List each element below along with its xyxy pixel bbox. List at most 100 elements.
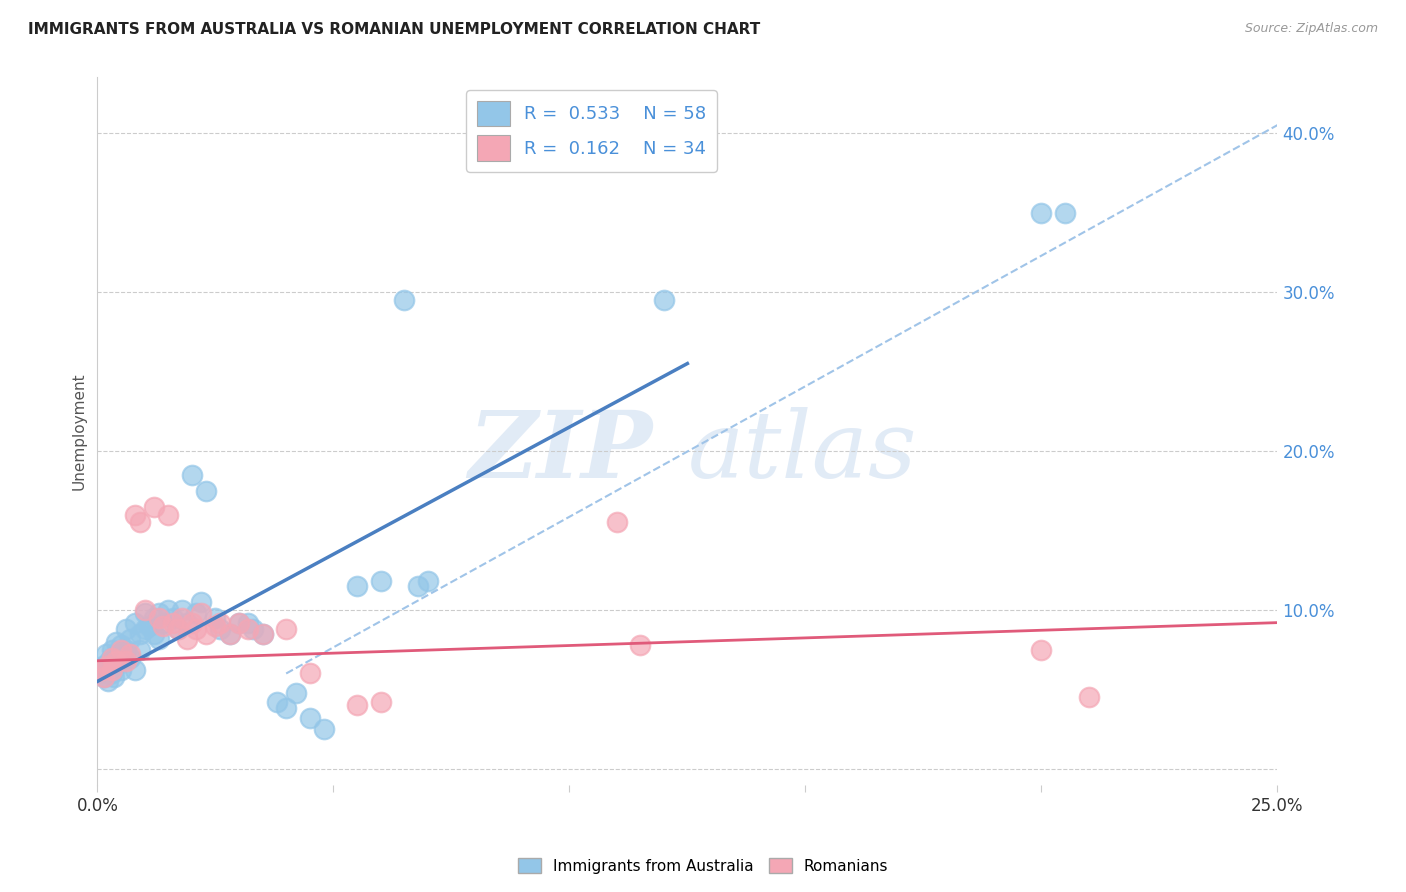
- Point: [180, 615, 202, 630]
- Point: [152, 619, 174, 633]
- Point: [194, 483, 217, 498]
- Point: [172, 611, 194, 625]
- Point: [628, 638, 651, 652]
- Point: [180, 467, 202, 482]
- Point: [120, 632, 142, 646]
- Point: [204, 619, 226, 633]
- Point: [110, 663, 132, 677]
- Point: [228, 615, 250, 630]
- Legend: R =  0.533    N = 58, R =  0.162    N = 34: R = 0.533 N = 58, R = 0.162 N = 34: [467, 90, 717, 172]
- Point: [134, 606, 156, 620]
- Point: [194, 626, 217, 640]
- Point: [408, 579, 430, 593]
- Point: [218, 626, 240, 640]
- Point: [90, 666, 112, 681]
- Point: [162, 615, 184, 630]
- Point: [98, 654, 121, 668]
- Point: [128, 626, 150, 640]
- Point: [298, 666, 321, 681]
- Point: [97, 674, 120, 689]
- Point: [128, 516, 150, 530]
- Point: [143, 500, 166, 514]
- Point: [186, 606, 208, 620]
- Point: [134, 603, 156, 617]
- Point: [93, 670, 115, 684]
- Point: [152, 615, 174, 630]
- Point: [252, 626, 274, 640]
- Point: [101, 650, 124, 665]
- Point: [100, 666, 122, 681]
- Point: [209, 615, 232, 630]
- Point: [114, 654, 136, 668]
- Point: [238, 615, 260, 630]
- Point: [370, 695, 392, 709]
- Point: [143, 611, 166, 625]
- Point: [218, 626, 240, 640]
- Legend: Immigrants from Australia, Romanians: Immigrants from Australia, Romanians: [512, 852, 894, 880]
- Point: [190, 595, 212, 609]
- Point: [110, 642, 132, 657]
- Point: [91, 663, 114, 677]
- Point: [134, 622, 156, 636]
- Point: [416, 574, 439, 589]
- Point: [606, 516, 628, 530]
- Point: [1053, 205, 1076, 219]
- Point: [166, 622, 188, 636]
- Point: [242, 622, 264, 636]
- Point: [124, 615, 146, 630]
- Point: [346, 579, 368, 593]
- Point: [105, 654, 128, 668]
- Point: [1031, 205, 1053, 219]
- Point: [120, 648, 142, 662]
- Point: [107, 654, 129, 668]
- Point: [124, 663, 146, 677]
- Point: [114, 642, 136, 657]
- Point: [157, 603, 180, 617]
- Point: [312, 722, 335, 736]
- Point: [276, 701, 298, 715]
- Point: [93, 670, 115, 684]
- Point: [162, 611, 184, 625]
- Text: Source: ZipAtlas.com: Source: ZipAtlas.com: [1244, 22, 1378, 36]
- Point: [204, 611, 226, 625]
- Text: ZIP: ZIP: [468, 408, 652, 498]
- Point: [209, 622, 232, 636]
- Point: [128, 642, 150, 657]
- Point: [346, 698, 368, 713]
- Point: [284, 685, 307, 699]
- Point: [91, 658, 114, 673]
- Point: [1031, 642, 1053, 657]
- Point: [266, 695, 288, 709]
- Point: [103, 670, 125, 684]
- Point: [172, 603, 194, 617]
- Point: [105, 658, 128, 673]
- Point: [238, 622, 260, 636]
- Point: [100, 642, 122, 657]
- Point: [100, 663, 122, 677]
- Text: IMMIGRANTS FROM AUSTRALIA VS ROMANIAN UNEMPLOYMENT CORRELATION CHART: IMMIGRANTS FROM AUSTRALIA VS ROMANIAN UN…: [28, 22, 761, 37]
- Point: [148, 606, 170, 620]
- Point: [94, 648, 117, 662]
- Point: [96, 663, 118, 677]
- Point: [228, 615, 250, 630]
- Point: [105, 634, 128, 648]
- Point: [1077, 690, 1099, 705]
- Point: [298, 711, 321, 725]
- Point: [143, 626, 166, 640]
- Point: [96, 658, 118, 673]
- Point: [105, 648, 128, 662]
- Point: [120, 650, 142, 665]
- Point: [148, 611, 170, 625]
- Point: [252, 626, 274, 640]
- Point: [148, 632, 170, 646]
- Point: [114, 622, 136, 636]
- Point: [370, 574, 392, 589]
- Point: [110, 638, 132, 652]
- Point: [157, 508, 180, 522]
- Point: [138, 619, 160, 633]
- Point: [652, 293, 675, 307]
- Point: [276, 622, 298, 636]
- Point: [176, 615, 198, 630]
- Y-axis label: Unemployment: Unemployment: [72, 372, 86, 490]
- Point: [392, 293, 415, 307]
